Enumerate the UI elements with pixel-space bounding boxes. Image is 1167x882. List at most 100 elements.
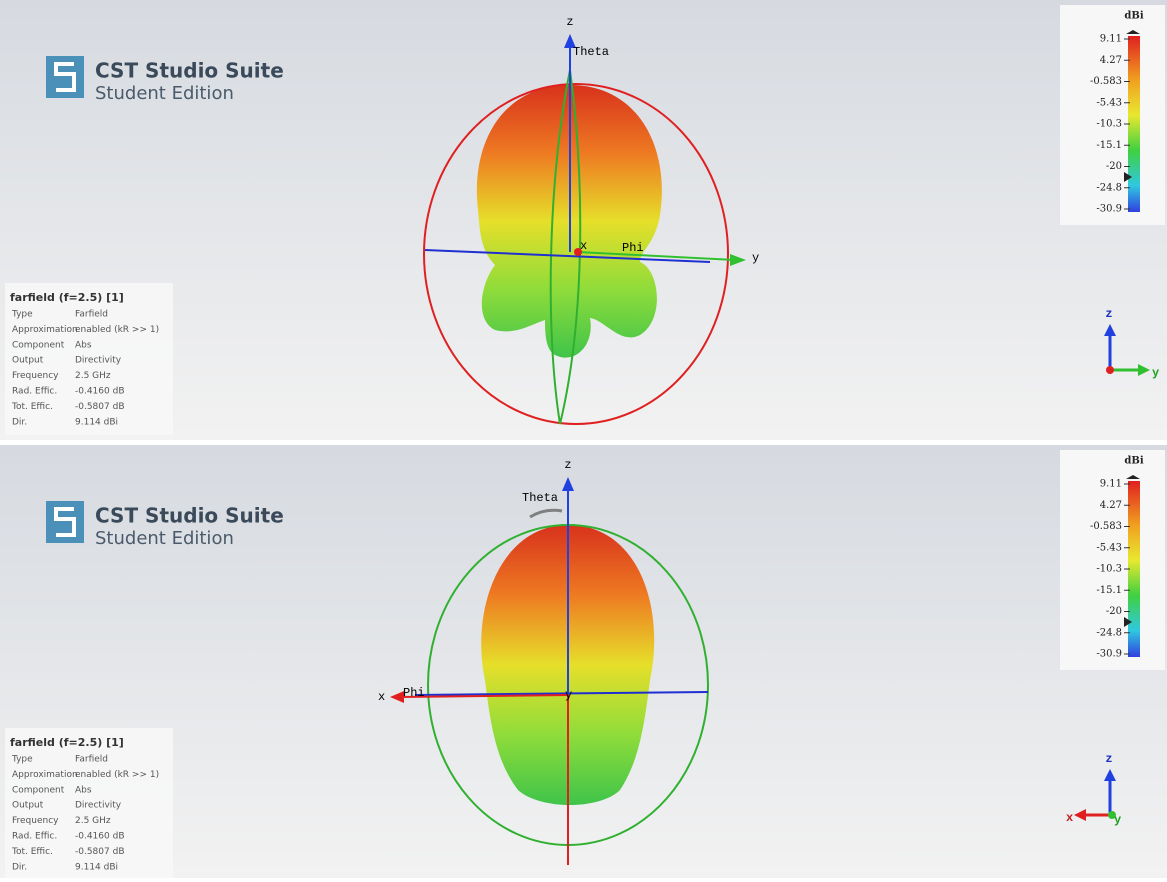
info-label: Approximation [12,325,78,335]
info-value: -0.5807 dB [75,402,125,412]
info-background [5,283,173,435]
colorbar-label: -15.1 [1096,585,1122,596]
info-background [5,728,173,880]
colorbar-label: -30.9 [1096,649,1122,660]
axis-label: x [378,690,385,704]
logo-glyph [54,507,76,537]
logo-subtitle: Student Edition [95,528,234,549]
axis-label: z [566,15,573,29]
info-box: farfield (f=2.5) [1] Type Farfield Approxim… [5,283,173,435]
info-label: Type [11,310,33,320]
y-axis [577,251,736,261]
colorbar-label: -10.3 [1096,564,1122,575]
origin [574,248,582,256]
colorbar-marker [1126,475,1140,479]
colorbar: dBi 9.11 4.27 -0.583 -5.43 -10.3 -15.1 -20 -24.8… [1060,450,1165,670]
axis-line [414,691,709,696]
info-value: Farfield [75,755,108,765]
phi-circle [423,83,729,425]
info-label: Output [12,356,44,366]
colorbar-label: 4.27 [1100,55,1122,66]
info-label: Rad. Effic. [12,832,57,842]
colorbar-marker [1124,172,1132,182]
divider [0,440,1167,445]
colorbar-label: -24.8 [1096,627,1122,638]
info-label: Tot. Effic. [11,402,53,412]
triad-label: y [1114,813,1121,827]
info-value: -0.5807 dB [75,847,125,857]
axis-label: Theta [573,45,609,59]
info-value: -0.4160 dB [75,387,125,397]
triad-z-arrow [1104,769,1116,781]
info-label: Frequency [12,371,59,381]
colorbar-label: -5.43 [1096,542,1122,553]
x-arrow [390,691,404,703]
axis-label: Phi [622,241,644,255]
x-axis [399,694,569,698]
triad-y [1108,811,1116,819]
axis-label: z [564,458,571,472]
colorbar-label: -20 [1106,161,1122,172]
info-label: Frequency [12,816,59,826]
colorbar-gradient [1128,36,1140,212]
colorbar-unit: dBi [1124,11,1143,22]
colorbar-label: 9.11 [1100,479,1122,490]
info-label: Component [12,785,65,795]
colorbar-label: 9.11 [1100,34,1122,45]
info-value: Abs [75,785,92,795]
info-value: enabled (kR >> 1) [75,770,159,780]
colorbar-label: -15.1 [1096,140,1122,151]
triad-y-arrow [1138,364,1150,376]
info-value: -0.4160 dB [75,832,125,842]
theta-arrow [529,508,563,519]
info-label: Rad. Effic. [12,387,57,397]
info-value: enabled (kR >> 1) [75,325,159,335]
logo-glyph [54,62,76,92]
orientation-triad: zy [1104,307,1159,380]
triad-label: x [1066,811,1073,825]
info-value: Directivity [75,356,122,366]
colorbar-label: -20 [1106,606,1122,617]
info-label: Output [12,801,44,811]
colorbar-label: -30.9 [1096,204,1122,215]
colorbar-background [1060,5,1165,225]
info-value: 2.5 GHz [75,816,111,826]
info-label: Approximation [12,770,78,780]
info-label: Dir. [12,417,27,427]
colorbar-label: -5.43 [1096,97,1122,108]
axis-line [424,249,711,263]
axis-label: x [580,239,587,253]
colorbar-marker [1124,617,1132,627]
colorbar-label: -10.3 [1096,119,1122,130]
orientation-triad: z x y [1066,752,1121,827]
triad-x [1106,366,1114,374]
info-value: 9.114 dBi [75,417,118,427]
triad-label: y [1152,366,1159,380]
colorbar-background [1060,450,1165,670]
triad-label: z [1105,752,1112,766]
axis-label: y [565,688,572,702]
info-label: Dir. [12,862,27,872]
colorbar-gradient [1128,481,1140,657]
axis-label: Phi [403,686,425,700]
z-arrow [562,477,574,491]
logo-title: CST Studio Suite [95,504,284,528]
colorbar: dBi 9.11 4.27 -0.583 -5.43 -10.3 -15.1 -20 -24.8… [1060,5,1165,225]
triad-x-arrow [1074,809,1086,821]
info-value: Farfield [75,310,108,320]
info-box: farfield (f=2.5) [1] Type Farfield Approxim… [5,728,173,880]
info-value: 2.5 GHz [75,371,111,381]
info-title: farfield (f=2.5) [1] [10,291,124,304]
colorbar-label: -0.583 [1090,76,1122,87]
colorbar-marker [1126,30,1140,34]
y-arrow [730,254,746,266]
info-label: Tot. Effic. [11,847,53,857]
logo-title: CST Studio Suite [95,59,284,83]
info-value: Directivity [75,801,122,811]
info-label: Component [12,340,65,350]
colorbar-unit: dBi [1124,456,1143,467]
triad-label: z [1105,307,1112,321]
